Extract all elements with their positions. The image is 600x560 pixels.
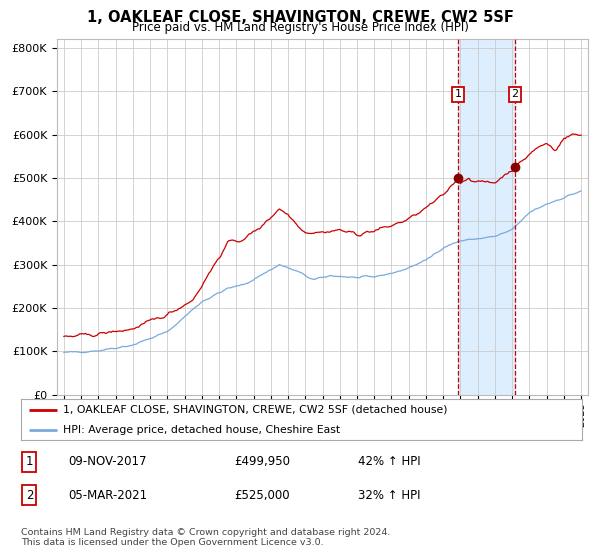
Text: 09-NOV-2017: 09-NOV-2017 [68, 455, 147, 468]
Bar [458, 39, 515, 395]
Text: Price paid vs. HM Land Registry's House Price Index (HPI): Price paid vs. HM Land Registry's House … [131, 21, 469, 34]
Text: 32% ↑ HPI: 32% ↑ HPI [358, 489, 420, 502]
Text: 1: 1 [455, 89, 461, 99]
Text: Contains HM Land Registry data © Crown copyright and database right 2024.
This d: Contains HM Land Registry data © Crown c… [21, 528, 391, 547]
Text: £499,950: £499,950 [234, 455, 290, 468]
Text: 2: 2 [512, 89, 518, 99]
Text: 42% ↑ HPI: 42% ↑ HPI [358, 455, 420, 468]
Text: HPI: Average price, detached house, Cheshire East: HPI: Average price, detached house, Ches… [63, 425, 340, 435]
Text: 2: 2 [26, 489, 33, 502]
Text: £525,000: £525,000 [234, 489, 290, 502]
Text: 1: 1 [26, 455, 33, 468]
Text: 1, OAKLEAF CLOSE, SHAVINGTON, CREWE, CW2 5SF (detached house): 1, OAKLEAF CLOSE, SHAVINGTON, CREWE, CW2… [63, 405, 448, 415]
Text: 1, OAKLEAF CLOSE, SHAVINGTON, CREWE, CW2 5SF: 1, OAKLEAF CLOSE, SHAVINGTON, CREWE, CW2… [86, 10, 514, 25]
Text: 05-MAR-2021: 05-MAR-2021 [68, 489, 148, 502]
